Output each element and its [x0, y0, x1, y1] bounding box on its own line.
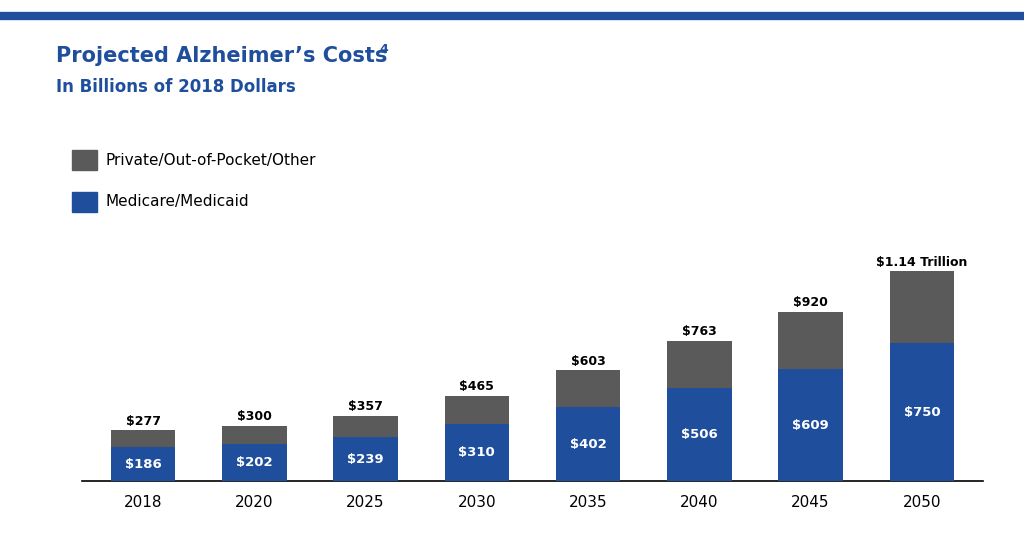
Bar: [556, 371, 621, 407]
Text: 4: 4: [380, 43, 389, 56]
Bar: [667, 388, 731, 481]
Bar: [111, 431, 175, 447]
Bar: [222, 444, 287, 481]
Text: $763: $763: [682, 325, 717, 338]
Text: $506: $506: [681, 428, 718, 441]
Text: $402: $402: [569, 438, 606, 451]
Bar: [111, 447, 175, 481]
Text: $186: $186: [125, 458, 162, 471]
Text: $239: $239: [347, 453, 384, 466]
Text: $1.14 Trillion: $1.14 Trillion: [877, 256, 968, 269]
Bar: [890, 272, 954, 344]
Text: Projected Alzheimer’s Costs: Projected Alzheimer’s Costs: [56, 46, 388, 66]
Bar: [890, 344, 954, 481]
Text: $357: $357: [348, 400, 383, 413]
Bar: [556, 407, 621, 481]
Text: $750: $750: [903, 406, 940, 419]
Text: $609: $609: [793, 419, 829, 432]
Text: $300: $300: [237, 411, 271, 424]
Text: Private/Out-of-Pocket/Other: Private/Out-of-Pocket/Other: [105, 153, 316, 168]
Text: In Billions of 2018 Dollars: In Billions of 2018 Dollars: [56, 78, 296, 96]
Bar: [778, 312, 843, 370]
Text: $310: $310: [459, 446, 496, 459]
Bar: [334, 415, 398, 438]
Bar: [778, 370, 843, 481]
Bar: [222, 426, 287, 444]
Bar: [334, 438, 398, 481]
Text: $920: $920: [794, 296, 828, 309]
Text: $277: $277: [126, 415, 161, 428]
Bar: [444, 396, 509, 424]
Bar: [667, 341, 731, 388]
Text: Medicare/Medicaid: Medicare/Medicaid: [105, 194, 249, 209]
Text: $465: $465: [460, 380, 495, 393]
Bar: [444, 424, 509, 481]
Text: $603: $603: [570, 354, 605, 368]
Text: $202: $202: [237, 457, 272, 470]
